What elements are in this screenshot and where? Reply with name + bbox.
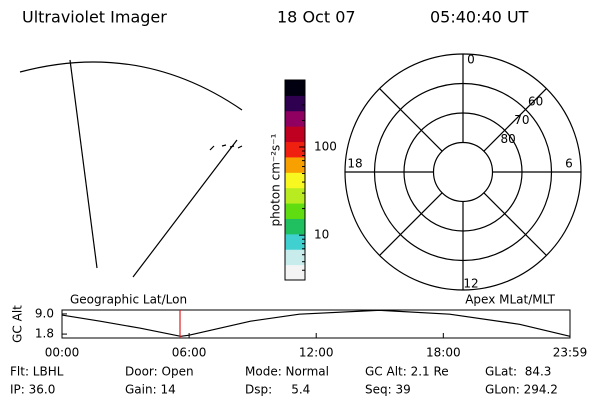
left-title: Geographic Lat/Lon (70, 293, 187, 307)
date: 18 Oct 07 (277, 8, 356, 27)
info-field: Gain: 14 (125, 383, 176, 397)
color-segment (285, 156, 305, 173)
color-segment (285, 80, 305, 96)
color-segment (285, 110, 305, 127)
mlt-line (483, 192, 547, 256)
mlt-label: 18 (347, 157, 362, 171)
meridian (69, 59, 98, 269)
meridian (132, 139, 238, 278)
time: 05:40:40 UT (430, 8, 529, 27)
color-segment (285, 95, 305, 112)
info-field: Seq: 39 (365, 383, 411, 397)
colorbar-tick-label: 10 (314, 228, 329, 242)
mlt-line (379, 88, 443, 152)
info-field: IP: 36.0 (10, 383, 55, 397)
lat-label: 70 (514, 113, 529, 127)
title: Ultraviolet Imager (22, 8, 167, 27)
color-segment (285, 218, 305, 235)
x-tick-label: 23:59 (553, 346, 588, 360)
y-axis-label: GC Alt (11, 305, 25, 343)
x-tick-label: 12:00 (299, 346, 334, 360)
color-segment (285, 264, 305, 281)
mlt-label: 12 (463, 277, 478, 291)
x-tick-label: 06:00 (172, 346, 207, 360)
mlt-line (379, 192, 443, 256)
lat-label: 80 (501, 132, 516, 146)
color-segment (285, 172, 305, 189)
mlt-label: 6 (565, 157, 573, 171)
altitude-line (61, 309, 571, 337)
right-title: Apex MLat/MLT (465, 293, 555, 307)
lat-label: 60 (528, 95, 543, 109)
x-tick-label: 00:00 (45, 346, 80, 360)
color-segment (285, 249, 305, 266)
x-tick-label: 18:00 (426, 346, 461, 360)
info-field: Mode: Normal (245, 365, 329, 379)
colorbar-label: photon cm⁻²s⁻¹ (269, 133, 283, 226)
geographic-panel (19, 59, 243, 278)
dashes (209, 144, 243, 151)
info-field: GLon: 294.2 (485, 383, 558, 397)
y-tick-label: 1.8 (35, 327, 54, 341)
color-segment (285, 187, 305, 204)
info-field: Dsp: 5.4 (245, 383, 310, 397)
limb-arc (19, 61, 243, 111)
info-field: GLat: 84.3 (485, 365, 551, 379)
info-field: GC Alt: 2.1 Re (365, 365, 449, 379)
color-segment (285, 126, 305, 143)
color-segment (285, 141, 305, 158)
colorbar-frame (284, 79, 306, 281)
mlt-line (483, 88, 547, 152)
info-field: Door: Open (125, 365, 194, 379)
mlt-label: 0 (467, 53, 475, 67)
color-segment (285, 203, 305, 219)
color-segment (285, 233, 305, 250)
y-tick-label: 9.0 (35, 306, 54, 320)
colorbar-tick-label: 100 (314, 139, 337, 153)
info-field: Flt: LBHL (10, 365, 64, 379)
